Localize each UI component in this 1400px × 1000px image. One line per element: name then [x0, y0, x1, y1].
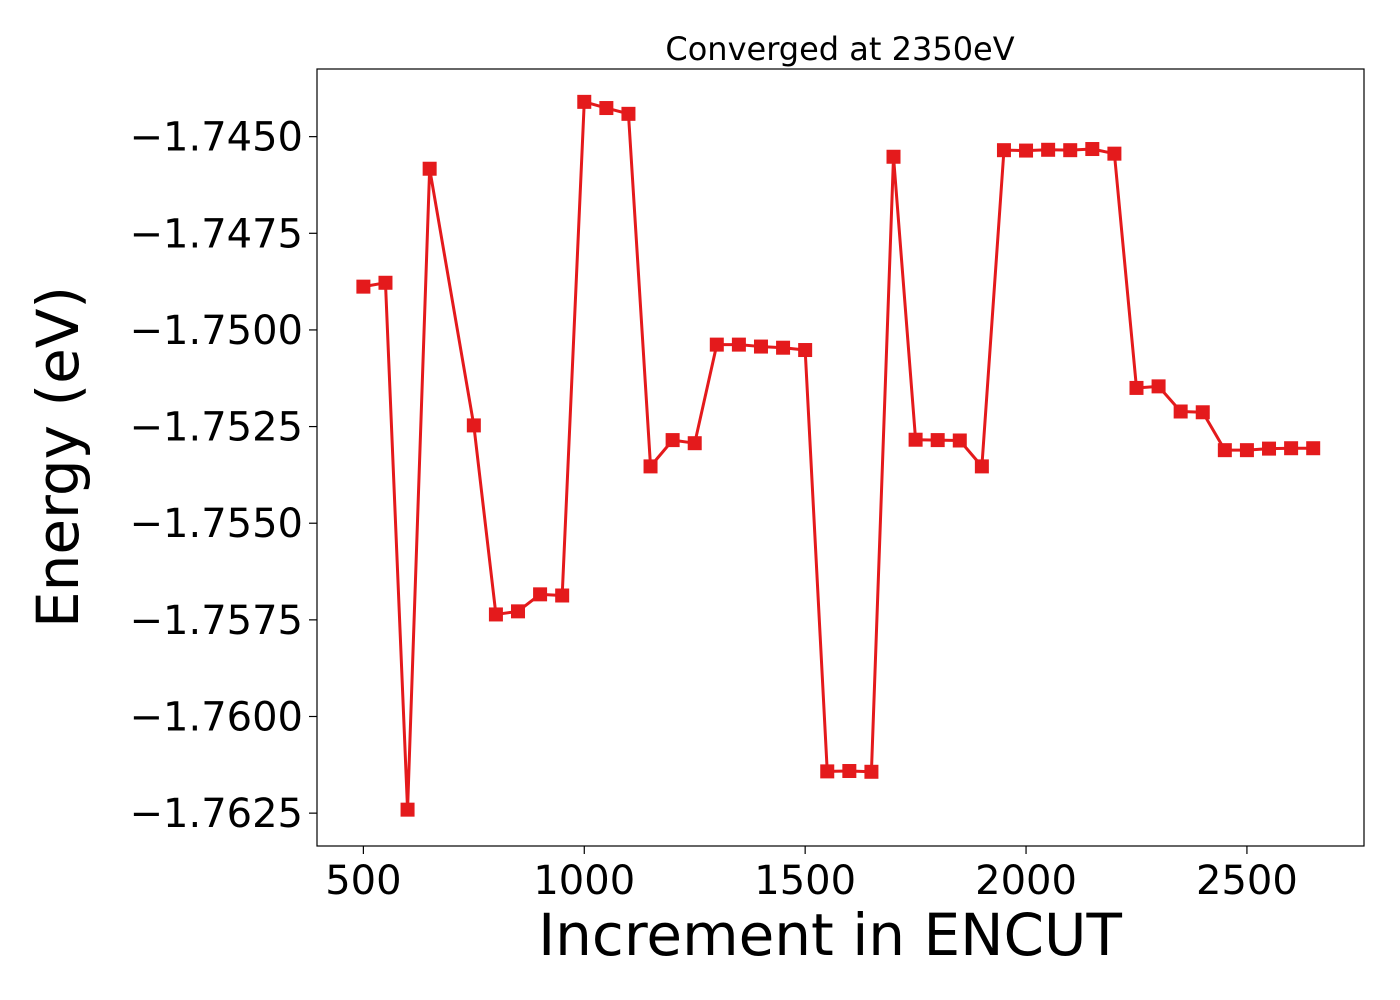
- data-point-marker: [687, 436, 702, 451]
- data-point-marker: [1262, 441, 1277, 456]
- y-tick-label: −1.7500: [130, 308, 303, 354]
- data-point-marker: [488, 607, 503, 622]
- data-point-marker: [1239, 443, 1254, 458]
- x-axis-label: Increment in ENCUT: [538, 901, 1122, 969]
- data-point-marker: [753, 339, 768, 354]
- data-point-marker: [1284, 441, 1299, 456]
- data-point-marker: [1195, 405, 1210, 420]
- y-tick-label: −1.7525: [130, 405, 303, 451]
- data-point-marker: [952, 433, 967, 448]
- data-point-marker: [820, 764, 835, 779]
- x-axis: 500 1000 1500 2000 2500: [325, 846, 1298, 904]
- data-point-marker: [908, 432, 923, 447]
- data-point-marker: [864, 764, 879, 779]
- x-tick-label: 1000: [533, 858, 635, 904]
- y-tick-label: −1.7575: [130, 598, 303, 644]
- x-tick-label: 500: [325, 858, 401, 904]
- data-point-marker: [511, 604, 526, 619]
- data-point-marker: [466, 418, 481, 433]
- data-point-marker: [1019, 143, 1034, 158]
- y-axis: −1.7450 −1.7475 −1.7500 −1.7525 −1.7550 −1.75…: [130, 115, 317, 837]
- x-tick-label: 2000: [975, 858, 1077, 904]
- data-point-marker: [621, 106, 636, 121]
- data-point-marker: [400, 802, 415, 817]
- data-point-marker: [555, 588, 570, 603]
- data-point-marker: [533, 587, 548, 602]
- y-tick-label: −1.7600: [130, 695, 303, 741]
- data-point-marker: [731, 337, 746, 352]
- data-point-marker: [930, 433, 945, 448]
- data-point-marker: [577, 94, 592, 109]
- data-point-marker: [422, 161, 437, 176]
- data-point-marker: [1107, 146, 1122, 161]
- data-point-marker: [996, 143, 1011, 158]
- data-point-marker: [709, 337, 724, 352]
- data-point-marker: [665, 433, 680, 448]
- data-point-marker: [842, 764, 857, 779]
- data-point-marker: [1173, 404, 1188, 419]
- data-point-marker: [1306, 441, 1321, 456]
- data-point-marker: [1085, 142, 1100, 157]
- y-axis-label: Energy (eV): [24, 286, 92, 628]
- data-point-marker: [356, 279, 371, 294]
- data-point-marker: [599, 101, 614, 116]
- x-tick-label: 1500: [754, 858, 856, 904]
- data-point-marker: [974, 459, 989, 474]
- series-line: [363, 100, 1314, 812]
- y-tick-label: −1.7475: [130, 211, 303, 257]
- plot-area: [356, 94, 1321, 817]
- data-point-marker: [1151, 379, 1166, 394]
- data-point-marker: [378, 275, 393, 290]
- chart-title: Converged at 2350eV: [665, 30, 1014, 68]
- data-point-marker: [1063, 143, 1078, 158]
- data-point-marker: [886, 149, 901, 164]
- plot-frame: [316, 68, 1365, 847]
- x-tick-label: 2500: [1196, 858, 1298, 904]
- data-point-marker: [776, 340, 791, 355]
- y-tick-label: −1.7625: [130, 791, 303, 837]
- data-point-marker: [798, 343, 813, 358]
- data-point-marker: [1129, 380, 1144, 395]
- data-point-marker: [1217, 443, 1232, 458]
- data-point-marker: [643, 459, 658, 474]
- y-tick-label: −1.7550: [130, 501, 303, 547]
- y-tick-label: −1.7450: [130, 115, 303, 161]
- data-point-marker: [1041, 142, 1056, 157]
